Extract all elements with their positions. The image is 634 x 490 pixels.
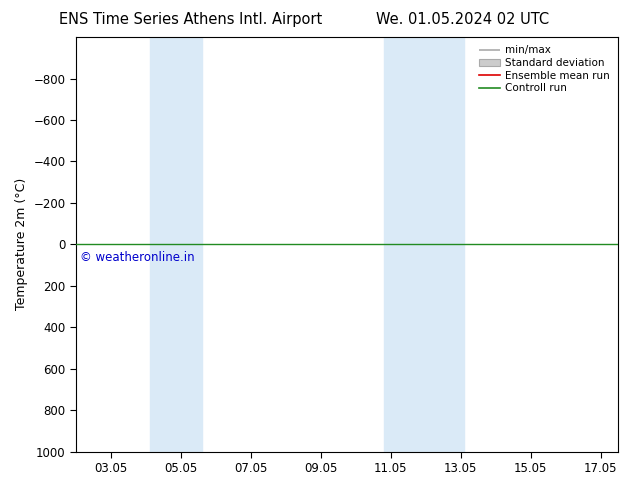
Bar (384, 37, 464, 452)
Y-axis label: Temperature 2m (°C): Temperature 2m (°C) (15, 178, 28, 311)
Text: We. 01.05.2024 02 UTC: We. 01.05.2024 02 UTC (376, 12, 550, 27)
Text: © weatheronline.in: © weatheronline.in (80, 250, 194, 264)
Text: ENS Time Series Athens Intl. Airport: ENS Time Series Athens Intl. Airport (58, 12, 322, 27)
Legend: min/max, Standard deviation, Ensemble mean run, Controll run: min/max, Standard deviation, Ensemble me… (476, 42, 613, 97)
Bar (150, 37, 202, 452)
